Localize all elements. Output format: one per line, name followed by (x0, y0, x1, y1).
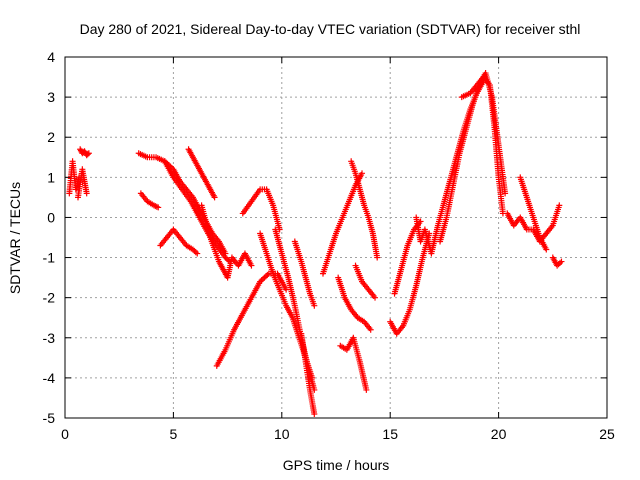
data-point (84, 151, 91, 158)
y-axis-title: SDTVAR / TECUs (7, 182, 23, 294)
x-tick-label: 5 (170, 426, 178, 442)
data-point (543, 246, 550, 253)
data-point (222, 250, 229, 257)
data-point (311, 302, 318, 309)
y-tick-label: 1 (47, 169, 55, 185)
y-tick-label: -1 (43, 250, 56, 266)
data-point (502, 190, 509, 197)
series-p (337, 334, 370, 393)
series-n (335, 274, 374, 333)
chart-title: Day 280 of 2021, Sidereal Day-to-day VTE… (80, 21, 581, 37)
data-point (248, 262, 255, 269)
series-b (77, 146, 92, 159)
data-point (155, 204, 162, 211)
series-a1 (66, 158, 83, 197)
series-w (517, 174, 550, 253)
series-h (213, 270, 290, 369)
x-axis-title: GPS time / hours (283, 457, 390, 473)
x-tick-label: 15 (382, 426, 398, 442)
series-d (137, 190, 162, 211)
y-tick-label: 3 (47, 89, 55, 105)
y-tick-label: 2 (47, 129, 55, 145)
series-q (352, 262, 379, 301)
data-points (66, 70, 565, 417)
data-point (556, 202, 563, 209)
y-tick-label: -2 (43, 290, 56, 306)
series-r2 (391, 218, 424, 297)
x-tick-label: 20 (491, 426, 507, 442)
plot-frame (64, 56, 608, 419)
data-point (363, 386, 370, 393)
data-point (372, 294, 379, 301)
series-r1 (387, 230, 433, 337)
data-point (367, 326, 374, 333)
series-i1 (239, 186, 283, 233)
series-j (257, 230, 316, 381)
axis-ticks: 0 5 10 15 20 25 -5 -4 -3 -2 -1 0 1 2 3 4 (43, 49, 615, 442)
grid-lines (65, 57, 607, 418)
series-f (185, 146, 218, 201)
series-k (291, 238, 318, 309)
y-tick-label: 0 (47, 209, 55, 225)
data-point (374, 254, 381, 261)
series-o (348, 158, 381, 261)
series-l (298, 330, 318, 417)
series-x (549, 254, 565, 269)
y-tick-label: -4 (43, 370, 56, 386)
series-t (437, 70, 509, 245)
data-point (558, 258, 565, 265)
data-point (211, 194, 218, 201)
data-point (83, 190, 90, 197)
y-tick-label: -3 (43, 330, 56, 346)
data-point (311, 410, 318, 417)
x-tick-label: 25 (599, 426, 615, 442)
series-g (198, 202, 255, 281)
series-m (319, 170, 366, 277)
series-e (157, 226, 201, 257)
x-tick-label: 10 (274, 426, 290, 442)
series-a2 (75, 166, 90, 201)
data-point (194, 250, 201, 257)
series-u (458, 74, 506, 217)
y-tick-label: 4 (47, 49, 55, 65)
data-point (309, 374, 316, 381)
y-tick-label: -5 (43, 410, 56, 426)
data-point (359, 170, 366, 177)
x-tick-label: 0 (61, 426, 69, 442)
data-point (85, 150, 92, 157)
